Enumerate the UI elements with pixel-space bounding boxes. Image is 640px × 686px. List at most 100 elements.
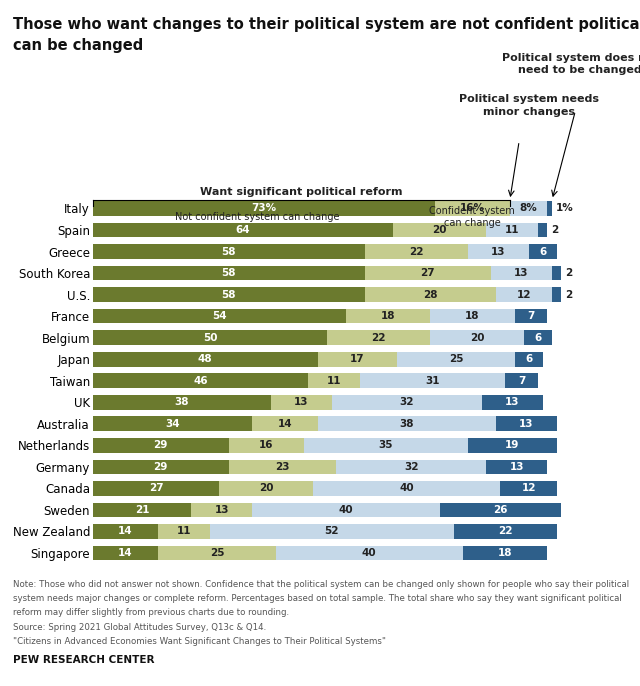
Text: 40: 40 [339,505,353,515]
Bar [317,352,397,366]
Text: 17: 17 [350,354,365,364]
Bar [468,244,529,259]
Text: 28: 28 [423,289,437,300]
Bar [524,331,552,345]
Text: 23: 23 [275,462,290,472]
Text: 25: 25 [449,354,463,364]
Text: 21: 21 [135,505,149,515]
Text: 58: 58 [221,246,236,257]
Text: "Citizens in Advanced Economies Want Significant Changes to Their Political Syst: "Citizens in Advanced Economies Want Sig… [13,637,386,646]
Bar [552,287,561,302]
Text: 16%: 16% [460,204,485,213]
Bar [159,545,276,560]
Text: system needs major changes or complete reform. Percentages based on total sample: system needs major changes or complete r… [13,594,621,603]
Text: Want significant political reform: Want significant political reform [200,187,403,197]
Bar [515,352,543,366]
Bar [93,331,327,345]
Bar [313,481,500,496]
Bar [538,223,547,237]
Bar [93,503,191,517]
Text: 32: 32 [399,397,414,407]
Text: 22: 22 [498,526,513,536]
Text: 18: 18 [381,311,396,321]
Bar [93,201,435,216]
Text: 14: 14 [278,419,292,429]
Text: 50: 50 [203,333,217,342]
Text: 27: 27 [420,268,435,278]
Bar [93,481,220,496]
Text: 8%: 8% [520,204,538,213]
Bar [93,545,159,560]
Bar [93,524,159,539]
Text: 11: 11 [327,376,341,386]
Text: PEW RESEARCH CENTER: PEW RESEARCH CENTER [13,655,154,665]
Bar [529,244,557,259]
Bar [430,309,515,323]
Bar [252,503,440,517]
Bar [515,309,547,323]
Bar [276,545,463,560]
Text: 7: 7 [527,311,534,321]
Bar [93,309,346,323]
Bar [337,460,486,474]
Text: 58: 58 [221,289,236,300]
Text: 18: 18 [498,548,513,558]
Text: 13: 13 [519,419,534,429]
Text: 6: 6 [525,354,532,364]
Text: Political system does not
need to be changed: Political system does not need to be cha… [502,53,640,75]
Text: 12: 12 [522,484,536,493]
Text: 54: 54 [212,311,227,321]
Bar [303,438,468,453]
Text: 73%: 73% [252,204,276,213]
Text: Those who want changes to their political system are not confident political sys: Those who want changes to their politica… [13,17,640,32]
Text: 16: 16 [259,440,273,450]
Text: 64: 64 [236,225,250,235]
Text: 13: 13 [294,397,308,407]
Text: Source: Spring 2021 Global Attitudes Survey, Q13c & Q14.: Source: Spring 2021 Global Attitudes Sur… [13,623,266,632]
Bar [365,244,468,259]
Text: Confident system
can change: Confident system can change [429,206,515,228]
Text: 31: 31 [425,376,440,386]
Text: Note: Those who did not answer not shown. Confidence that the political system c: Note: Those who did not answer not shown… [13,580,629,589]
Bar [159,524,210,539]
Text: 35: 35 [378,440,393,450]
Bar [463,545,547,560]
Bar [93,460,228,474]
Text: 40: 40 [399,484,414,493]
Bar [332,395,482,410]
Bar [210,524,454,539]
Text: 38: 38 [175,397,189,407]
Bar [271,395,332,410]
Text: can be changed: can be changed [13,38,143,53]
Text: Political system needs
minor changes: Political system needs minor changes [459,94,598,117]
Text: 32: 32 [404,462,419,472]
Text: 13: 13 [214,505,229,515]
Text: 14: 14 [118,548,133,558]
Bar [510,201,547,216]
Text: 2: 2 [565,289,572,300]
Bar [220,481,313,496]
Text: 13: 13 [491,246,506,257]
Text: 29: 29 [154,440,168,450]
Text: 27: 27 [148,484,163,493]
Text: 20: 20 [470,333,484,342]
Bar [496,287,552,302]
Bar [93,395,271,410]
Bar [454,524,557,539]
Text: 13: 13 [509,462,524,472]
Text: 48: 48 [198,354,212,364]
Text: 6: 6 [539,246,547,257]
Bar [317,416,496,431]
Text: 25: 25 [210,548,224,558]
Text: 22: 22 [409,246,424,257]
Bar [93,265,365,281]
Bar [440,503,561,517]
Bar [486,223,538,237]
Bar [552,265,561,281]
Text: Not confident system can change: Not confident system can change [175,212,339,222]
Bar [360,373,505,388]
Bar [435,201,510,216]
Text: 58: 58 [221,268,236,278]
Bar [93,223,393,237]
Text: 18: 18 [465,311,479,321]
